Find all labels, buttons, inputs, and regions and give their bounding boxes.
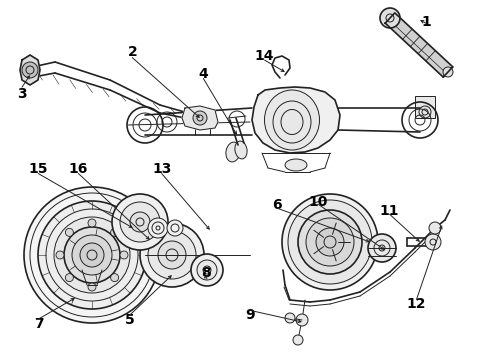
Circle shape xyxy=(88,219,96,227)
Circle shape xyxy=(80,243,104,267)
Text: 9: 9 xyxy=(245,308,255,322)
Circle shape xyxy=(288,200,372,284)
Text: 8: 8 xyxy=(201,266,211,280)
Text: 16: 16 xyxy=(69,162,88,176)
Circle shape xyxy=(193,111,207,125)
Circle shape xyxy=(54,217,130,293)
Circle shape xyxy=(140,223,204,287)
Circle shape xyxy=(38,201,146,309)
Text: 15: 15 xyxy=(28,162,48,176)
Circle shape xyxy=(148,218,168,238)
Text: 13: 13 xyxy=(152,162,172,176)
Circle shape xyxy=(296,314,308,326)
Ellipse shape xyxy=(235,141,247,159)
Text: 2: 2 xyxy=(127,45,137,59)
Circle shape xyxy=(443,67,453,77)
Circle shape xyxy=(112,194,168,250)
Circle shape xyxy=(65,228,74,237)
Circle shape xyxy=(148,231,196,279)
Polygon shape xyxy=(252,87,340,153)
Circle shape xyxy=(425,234,441,250)
Circle shape xyxy=(380,8,400,28)
Text: 4: 4 xyxy=(198,67,208,81)
Circle shape xyxy=(130,212,150,232)
Circle shape xyxy=(111,228,119,237)
Circle shape xyxy=(111,274,119,282)
Circle shape xyxy=(88,283,96,291)
Text: 1: 1 xyxy=(421,15,431,28)
Circle shape xyxy=(22,62,38,78)
Circle shape xyxy=(191,254,223,286)
Text: 5: 5 xyxy=(125,314,135,327)
Polygon shape xyxy=(385,13,453,77)
Circle shape xyxy=(120,251,128,259)
Circle shape xyxy=(285,313,295,323)
Polygon shape xyxy=(182,106,218,130)
Circle shape xyxy=(306,218,354,266)
Circle shape xyxy=(293,335,303,345)
Text: 14: 14 xyxy=(255,49,274,63)
Text: 11: 11 xyxy=(380,204,399,217)
Text: 12: 12 xyxy=(407,297,426,311)
Circle shape xyxy=(120,202,160,242)
Ellipse shape xyxy=(265,90,319,150)
Circle shape xyxy=(24,187,160,323)
Circle shape xyxy=(72,235,112,275)
Circle shape xyxy=(316,228,344,256)
Circle shape xyxy=(167,220,183,236)
Circle shape xyxy=(298,210,362,274)
Circle shape xyxy=(56,251,64,259)
Circle shape xyxy=(158,241,186,269)
Text: 6: 6 xyxy=(272,198,282,212)
Circle shape xyxy=(429,222,441,234)
Circle shape xyxy=(368,234,396,262)
Text: 10: 10 xyxy=(309,195,328,208)
Circle shape xyxy=(65,274,74,282)
Ellipse shape xyxy=(226,142,240,162)
Circle shape xyxy=(197,260,217,280)
FancyBboxPatch shape xyxy=(415,96,435,118)
Ellipse shape xyxy=(285,159,307,171)
Circle shape xyxy=(64,227,120,283)
Text: 7: 7 xyxy=(34,317,44,331)
Text: 3: 3 xyxy=(17,87,27,100)
Circle shape xyxy=(282,194,378,290)
Polygon shape xyxy=(20,55,40,85)
